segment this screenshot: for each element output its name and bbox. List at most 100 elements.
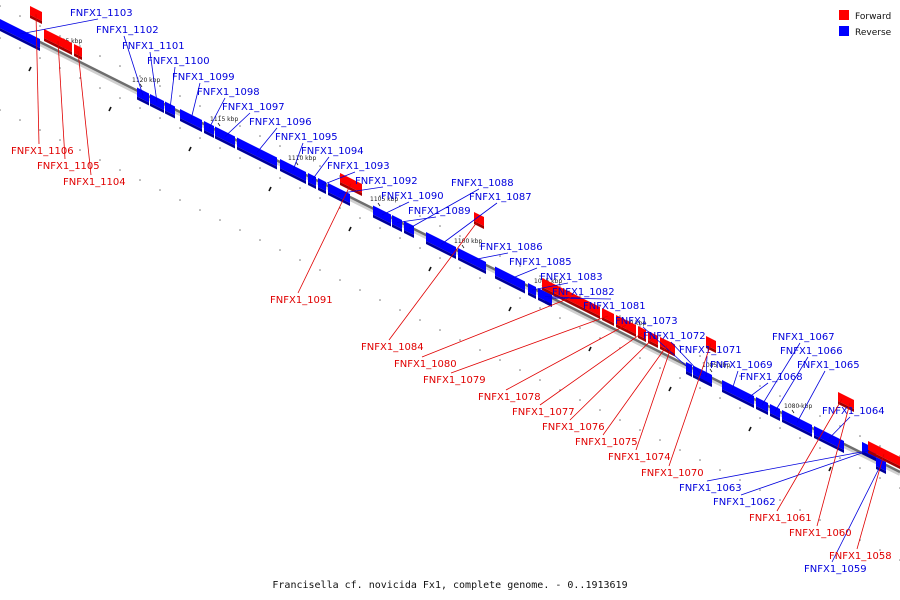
gene-block-edge: [150, 103, 164, 113]
gene-label: FNFX1_1060: [789, 528, 852, 539]
gene-block: [756, 397, 768, 415]
grid-dot: [879, 549, 881, 551]
gene-block-face: [426, 232, 456, 256]
gene-block: [165, 101, 175, 119]
grid-dot: [319, 197, 321, 199]
gene-label: FNFX1_1061: [749, 513, 812, 524]
gene-block-edge: [215, 135, 235, 149]
gene-block: [648, 331, 658, 348]
gene-label: FNFX1_1106: [11, 146, 74, 157]
gene-block: [782, 410, 812, 437]
gene-block-edge: [137, 96, 149, 106]
leader-line: [828, 416, 851, 439]
grid-dot: [99, 159, 101, 161]
grid-dot: [359, 217, 361, 219]
leader-line: [256, 127, 278, 153]
grid-mark: [428, 266, 432, 272]
gene-block-face: [706, 336, 716, 350]
gene-block-face: [458, 248, 486, 271]
grid-dot: [299, 155, 301, 157]
grid-dot: [299, 259, 301, 261]
gene-block: [742, 390, 754, 408]
gene-block-face: [30, 6, 42, 21]
grid-dot: [279, 145, 281, 147]
gene-block-face: [602, 308, 614, 323]
grid-dot: [619, 315, 621, 317]
grid-dot: [559, 317, 561, 319]
gene-block-edge: [686, 371, 692, 377]
gene-block-face: [44, 29, 72, 52]
grid-dot: [0, 37, 1, 39]
grid-dot: [699, 355, 701, 357]
leader-line: [450, 315, 609, 374]
gene-block: [280, 159, 306, 184]
grid-dot: [239, 125, 241, 127]
grid-dot: [859, 435, 861, 437]
gene-block: [373, 205, 391, 227]
grid-dot: [659, 367, 661, 369]
grid-dot: [719, 365, 721, 367]
gene-block-edge: [280, 168, 306, 184]
gene-block-face: [474, 212, 484, 226]
grid-dot: [499, 287, 501, 289]
grid-dot: [839, 457, 841, 459]
leader-line: [761, 342, 801, 406]
grid-dot: [539, 307, 541, 309]
gene-block-edge: [180, 118, 202, 132]
grid-dot: [819, 415, 821, 417]
grid-dot: [819, 519, 821, 521]
gene-label: FNFX1_1103: [70, 8, 133, 19]
leader-line: [123, 35, 144, 96]
gene-label: FNFX1_1097: [222, 102, 285, 113]
grid-dot: [439, 225, 441, 227]
grid-dot: [79, 45, 81, 47]
gene-label: FNFX1_1098: [197, 87, 260, 98]
gene-label: FNFX1_1073: [615, 316, 678, 327]
grid-dot: [459, 339, 461, 341]
grid-mark: [508, 306, 512, 312]
gene-label: FNFX1_1104: [63, 177, 126, 188]
gene-label: FNFX1_1070: [641, 468, 704, 479]
leader-line: [440, 202, 498, 245]
grid-dot: [199, 209, 201, 211]
gene-label: FNFX1_1100: [147, 56, 210, 67]
leader-line: [321, 171, 356, 186]
leader-line: [731, 370, 739, 391]
grid-dot: [0, 109, 1, 111]
grid-dot: [479, 277, 481, 279]
gene-block: [542, 278, 600, 319]
grid-dot: [259, 167, 261, 169]
grid-dot: [19, 15, 21, 17]
grid-dot: [319, 269, 321, 271]
grid-dot: [219, 147, 221, 149]
leader-line: [668, 343, 712, 467]
gene-block: [237, 137, 277, 170]
gene-block-edge: [237, 146, 277, 170]
grid-dot: [419, 247, 421, 249]
gene-label: FNFX1_1083: [540, 272, 603, 283]
genome-caption: Francisella cf. novicida Fx1, complete g…: [272, 580, 627, 591]
grid-mark: [28, 66, 32, 72]
gene-block: [150, 94, 164, 113]
grid-dot: [199, 137, 201, 139]
grid-dot: [159, 189, 161, 191]
grid-dot: [79, 149, 81, 151]
grid-dot: [839, 529, 841, 531]
grid-dot: [559, 285, 561, 287]
grid-dot: [699, 387, 701, 389]
gene-label: FNFX1_1079: [423, 375, 486, 386]
gene-block: [392, 215, 402, 232]
grid-dot: [719, 397, 721, 399]
grid-dot: [59, 35, 61, 37]
grid-dot: [219, 115, 221, 117]
gene-block-edge: [165, 110, 175, 119]
gene-block-edge: [495, 275, 525, 294]
leader-line: [569, 338, 654, 421]
kbp-tick-label: 1115 kbp: [210, 116, 238, 123]
gene-block-face: [0, 19, 40, 48]
leader-line: [381, 201, 410, 216]
grid-dot: [499, 255, 501, 257]
grid-dot: [219, 219, 221, 221]
gene-labels: FNFX1_1103 FNFX1_1102 FNFX1_1101 FNFX1_1100…: [11, 8, 892, 575]
gene-block: [686, 362, 692, 377]
